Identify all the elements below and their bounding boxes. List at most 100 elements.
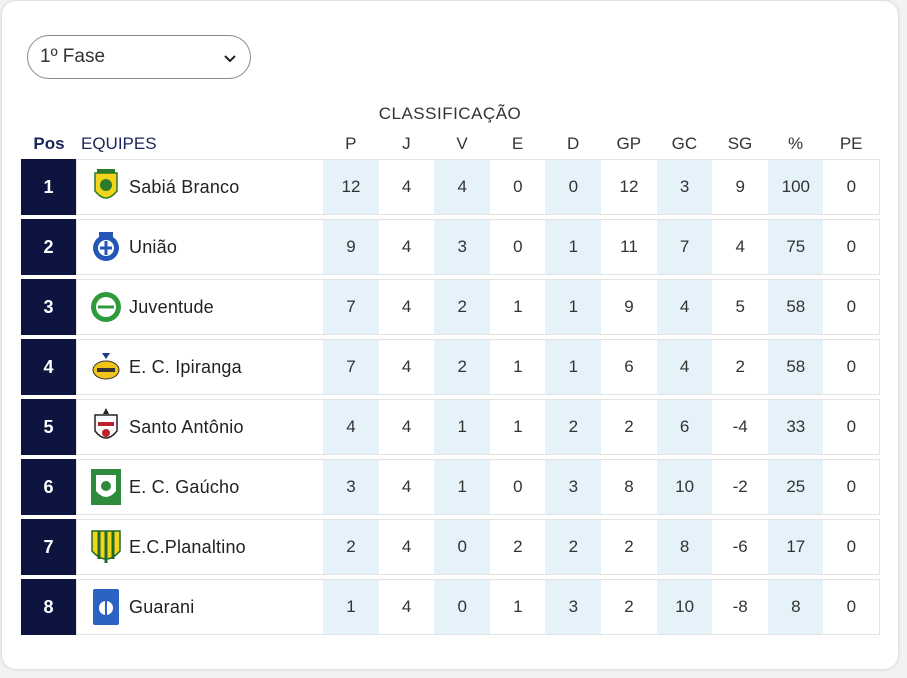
stat-d: 2 [545,519,602,575]
stat-pe: 0 [823,579,881,635]
stat-p: 7 [323,279,379,335]
red-white-shield-icon [89,405,123,449]
table-row: 6 E. C. Gaúcho 3 4 1 0 3 8 10 -2 25 0 [21,459,881,515]
header-pos: Pos [33,134,65,153]
stat-gp: 11 [601,219,657,275]
header-gc: GC [671,134,698,153]
stat-gc: 4 [656,339,713,395]
stat-pe: 0 [823,279,881,335]
stat-e: 1 [489,399,546,455]
yellow-oval-crest-icon [89,345,123,389]
team-name: União [129,236,178,257]
stat-pct: 58 [767,339,824,395]
standings-table: 1 Sabiá Branco 12 4 4 0 0 12 3 9 100 0 2 União 9 4 3 0 1 11… [21,159,881,639]
team-cell[interactable]: E.C.Planaltino [76,519,325,575]
header-e: E [511,134,524,153]
stat-p: 12 [323,159,379,215]
stat-j: 4 [378,159,435,215]
position-cell: 6 [21,459,76,515]
team-cell[interactable]: E. C. Ipiranga [76,339,325,395]
team-cell[interactable]: E. C. Gaúcho [76,459,325,515]
stat-e: 1 [489,339,546,395]
stat-sg: 9 [712,159,769,215]
position-cell: 1 [21,159,76,215]
stat-e: 1 [489,579,546,635]
stat-j: 4 [378,399,435,455]
team-name: Sabiá Branco [129,176,240,197]
stat-v: 4 [434,159,491,215]
team-name: Juventude [129,296,214,317]
stat-pct: 17 [767,519,824,575]
phase-select-value: 1º Fase [40,46,106,67]
stat-e: 0 [489,159,546,215]
header-p: P [345,134,357,153]
stat-v: 1 [434,459,491,515]
stat-v: 1 [434,399,491,455]
stat-gc: 10 [656,579,713,635]
stat-gc: 8 [656,519,713,575]
team-cell[interactable]: Juventude [76,279,325,335]
stat-p: 3 [323,459,379,515]
stat-d: 3 [545,579,602,635]
table-row: 7 E.C.Planaltino 2 4 0 2 2 2 8 -6 17 0 [21,519,881,575]
stat-pct: 58 [767,279,824,335]
stat-d: 2 [545,399,602,455]
stat-gp: 9 [601,279,657,335]
stat-gc: 4 [656,279,713,335]
stat-gp: 2 [601,399,657,455]
header-gp: GP [616,134,642,153]
header-team: EQUIPES [81,134,157,153]
position-cell: 2 [21,219,76,275]
stat-p: 4 [323,399,379,455]
team-cell[interactable]: Guarani [76,579,325,635]
team-cell[interactable]: Sabiá Branco [76,159,325,215]
position-cell: 5 [21,399,76,455]
header-pct: % [788,134,804,153]
stat-pct: 8 [767,579,824,635]
stat-v: 0 [434,519,491,575]
stat-v: 2 [434,279,491,335]
stat-sg: 4 [712,219,769,275]
stat-pe: 0 [823,459,881,515]
stat-pct: 75 [767,219,824,275]
stat-d: 1 [545,339,602,395]
stat-pct: 33 [767,399,824,455]
green-ball-crest-icon [89,285,123,329]
table-title: CLASSIFICAÇÃO [378,104,522,123]
green-shield-icon [89,465,123,509]
stat-e: 2 [489,519,546,575]
stat-pe: 0 [823,159,881,215]
position-cell: 3 [21,279,76,335]
stat-gp: 2 [601,519,657,575]
stat-pe: 0 [823,219,881,275]
team-name: E. C. Ipiranga [129,356,242,377]
stat-p: 1 [323,579,379,635]
table-row: 2 União 9 4 3 0 1 11 7 4 75 0 [21,219,881,275]
stat-d: 3 [545,459,602,515]
stat-j: 4 [378,279,435,335]
stat-v: 0 [434,579,491,635]
stat-pe: 0 [823,519,881,575]
stat-e: 0 [489,459,546,515]
stat-sg: -8 [712,579,769,635]
stat-sg: -2 [712,459,769,515]
team-cell[interactable]: Santo Antônio [76,399,325,455]
team-name: Guarani [129,596,195,617]
stat-v: 2 [434,339,491,395]
team-name: E.C.Planaltino [129,536,246,557]
team-cell[interactable]: União [76,219,325,275]
table-row: 8 Guarani 1 4 0 1 3 2 10 -8 8 0 [21,579,881,635]
stat-j: 4 [378,579,435,635]
stat-sg: -4 [712,399,769,455]
stat-pe: 0 [823,399,881,455]
stat-pct: 25 [767,459,824,515]
stat-p: 7 [323,339,379,395]
stat-p: 9 [323,219,379,275]
stat-sg: 2 [712,339,769,395]
stat-sg: -6 [712,519,769,575]
stat-gp: 8 [601,459,657,515]
stat-sg: 5 [712,279,769,335]
yellow-green-striped-shield-icon [89,525,123,569]
stat-j: 4 [378,459,435,515]
phase-select[interactable]: 1º Fase [27,35,251,79]
